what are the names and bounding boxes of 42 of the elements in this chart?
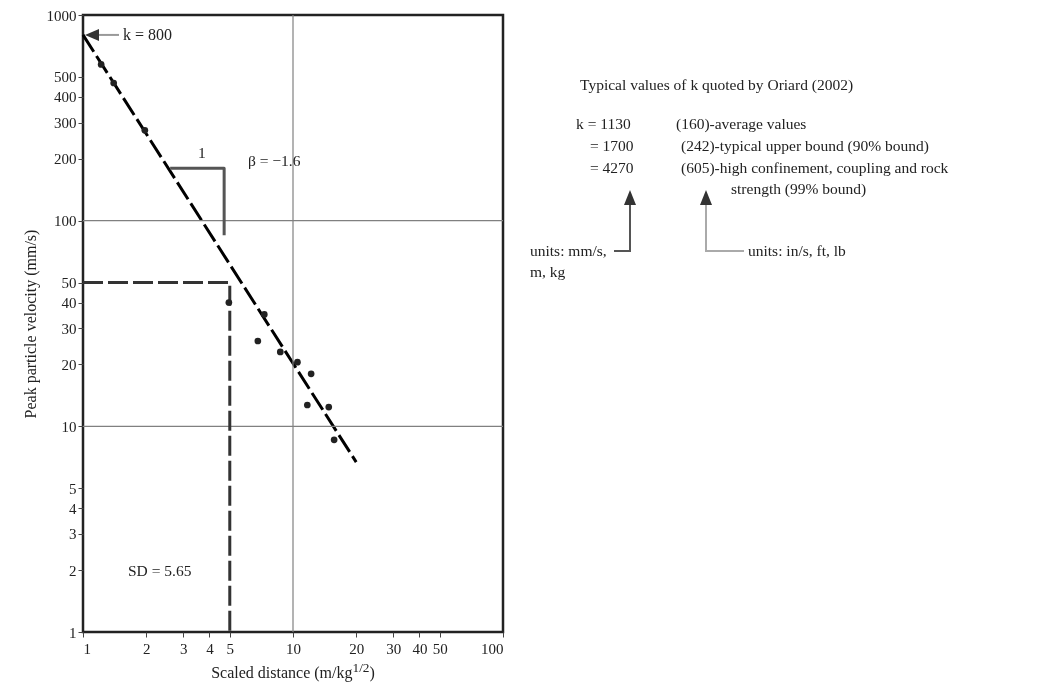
y-tick-label: 1000 bbox=[46, 7, 77, 24]
y-tick-label: 500 bbox=[54, 69, 77, 86]
y-tick-label: 400 bbox=[54, 89, 77, 106]
text: (242)-typical upper bound (90% bound) bbox=[681, 136, 929, 156]
y-tick-label: 20 bbox=[61, 356, 77, 373]
x-tick-label: 3 bbox=[179, 640, 188, 657]
text: = 1700 bbox=[590, 136, 634, 156]
text: Typical values of k quoted by Oriard (2002) bbox=[580, 75, 854, 95]
text: (605)-high confinement, coupling and rock strength (99% bound) bbox=[681, 158, 950, 199]
y-tick-label: 1 bbox=[69, 624, 77, 641]
y-tick-label: 2 bbox=[69, 562, 77, 579]
y-tick-label: 4 bbox=[69, 500, 77, 517]
y-tick-label: 300 bbox=[54, 115, 77, 132]
y-tick-label: 50 bbox=[61, 275, 77, 292]
x-tick-label: 30 bbox=[386, 640, 402, 657]
annotation: k = 800 bbox=[123, 25, 173, 43]
annotation: 1 bbox=[198, 143, 206, 163]
y-tick-label: 200 bbox=[54, 151, 77, 168]
y-tick-label: 3 bbox=[69, 526, 77, 543]
y-tick-label: 5 bbox=[69, 480, 77, 497]
x-tick-label: 1 bbox=[83, 640, 91, 657]
x-tick-label: 5 bbox=[226, 640, 235, 657]
x-tick-label: 2 bbox=[142, 640, 151, 657]
text: (160)-average values bbox=[676, 114, 807, 134]
x-tick-label: 10 bbox=[286, 640, 301, 657]
y-tick-label: 40 bbox=[61, 295, 77, 312]
y-tick-label: 100 bbox=[54, 213, 77, 230]
annotation: β = −1.6 bbox=[248, 151, 301, 171]
x-tick-label: 100 bbox=[481, 640, 504, 657]
annotation: SD = 5.65 bbox=[128, 561, 192, 581]
text: units: mm/s, m, kg bbox=[530, 241, 608, 282]
y-tick-label: 10 bbox=[61, 418, 77, 435]
x-tick-label: 20 bbox=[349, 640, 365, 657]
x-tick-label: 40 bbox=[412, 640, 428, 657]
text: units: in/s, ft, lb bbox=[748, 241, 846, 261]
x-tick-label: 50 bbox=[432, 640, 448, 657]
y-tick-label: 30 bbox=[61, 320, 77, 337]
text: = 4270 bbox=[590, 158, 634, 178]
x-axis-title: Scaled distance (m/kg$^{1/2}$) bbox=[211, 660, 375, 683]
x-tick-label: 4 bbox=[206, 640, 215, 657]
y-axis-title: Peak particle velocity (mm/s) bbox=[21, 229, 40, 419]
text: k = 1130 bbox=[576, 114, 631, 134]
